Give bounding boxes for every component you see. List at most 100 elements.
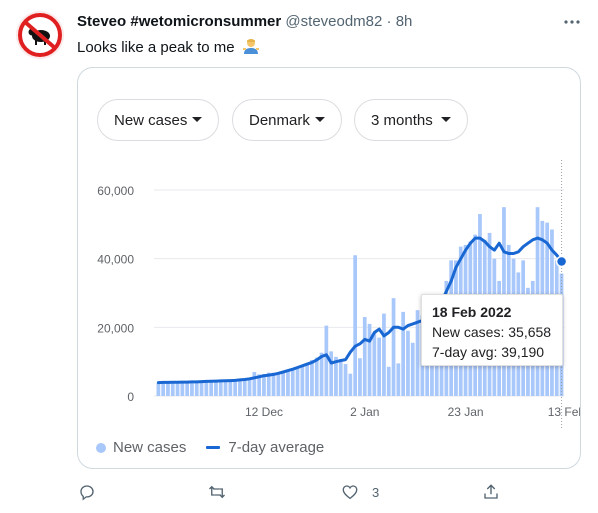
new-cases-bar	[266, 372, 271, 396]
new-cases-bar	[353, 255, 357, 396]
new-cases-bar	[238, 378, 242, 396]
new-cases-bar	[218, 380, 223, 396]
new-cases-bar	[338, 358, 343, 396]
new-cases-bar	[324, 325, 329, 396]
new-cases-bar	[305, 364, 309, 396]
x-tick-label: 12 Dec	[245, 405, 283, 419]
new-cases-bar	[175, 382, 180, 396]
tweet-actions: 3	[0, 480, 598, 504]
range-dropdown[interactable]: 3 months	[354, 99, 468, 141]
new-cases-bar	[396, 363, 401, 396]
region-dropdown[interactable]: Denmark	[232, 99, 342, 141]
legend-bars-label: New cases	[113, 439, 187, 456]
tweet-body: Looks like a peak to me	[77, 39, 235, 56]
separator-dot: ·	[386, 13, 392, 30]
author-handle[interactable]: @steveodm82	[285, 13, 383, 30]
new-cases-bar	[271, 372, 276, 396]
chart-tooltip: 18 Feb 2022 New cases: 35,658 7-day avg:…	[421, 294, 563, 366]
new-cases-bar	[401, 311, 405, 396]
y-tick-label: 60,000	[97, 184, 134, 198]
legend-bar-swatch	[96, 442, 106, 453]
new-cases-bar	[310, 359, 314, 396]
new-cases-bar	[406, 330, 410, 396]
tooltip-date: 18 Feb 2022	[432, 304, 512, 320]
new-cases-bar	[156, 382, 161, 396]
person-shrugging-emoji	[242, 37, 260, 59]
y-tick-label: 0	[127, 390, 134, 404]
reply-button[interactable]	[78, 480, 96, 504]
new-cases-bar	[214, 381, 218, 396]
new-cases-bar	[281, 371, 285, 396]
cases-chart[interactable]: 0 20,000 40,000 60,000 12 Dec 2 Jan 23 Jan 13 F…	[78, 68, 580, 428]
new-cases-bar	[286, 369, 290, 396]
new-cases-bar	[362, 317, 367, 396]
new-cases-bar	[386, 366, 391, 396]
new-cases-bar	[190, 381, 194, 396]
new-cases-bar	[410, 342, 415, 396]
new-cases-bar	[257, 374, 261, 396]
new-cases-bar	[276, 373, 281, 396]
like-button[interactable]: 3	[341, 480, 379, 504]
new-cases-bar	[161, 382, 165, 396]
new-cases-bar	[185, 382, 189, 396]
new-cases-bar	[204, 381, 209, 396]
new-cases-bar	[319, 352, 324, 396]
author-name[interactable]: Steveo #wetomicronsummer	[77, 13, 282, 30]
retweet-icon	[209, 485, 225, 499]
new-cases-bar	[415, 310, 420, 396]
y-tick-label: 40,000	[97, 253, 134, 267]
tweet-time[interactable]: 8h	[395, 13, 413, 30]
new-cases-bar	[367, 323, 372, 396]
new-cases-bar	[247, 378, 252, 396]
more-options-icon[interactable]	[560, 12, 584, 32]
share-button[interactable]	[482, 480, 500, 504]
chevron-down-icon	[192, 117, 202, 122]
x-tick-label: 23 Jan	[448, 405, 484, 419]
new-cases-bar	[228, 379, 233, 396]
share-icon	[484, 484, 498, 499]
x-tick-label: 13 Feb	[548, 405, 580, 419]
chevron-down-icon	[441, 117, 451, 122]
highlighted-point	[555, 255, 568, 268]
new-cases-bar	[209, 380, 213, 396]
new-cases-bar	[329, 351, 333, 396]
new-cases-bar	[348, 373, 353, 396]
new-cases-bar	[358, 358, 362, 396]
seven-day-average-line	[156, 236, 564, 385]
new-cases-bar	[242, 379, 247, 396]
new-cases-bar	[199, 381, 204, 396]
metric-dropdown-label: New cases	[114, 111, 188, 129]
new-cases-bar	[314, 357, 319, 396]
chart-card[interactable]: New cases Denmark 3 months 0 20,000 40,000…	[77, 67, 581, 469]
new-cases-bar	[262, 374, 266, 396]
new-cases-bar	[372, 332, 377, 396]
chevron-down-icon	[315, 117, 325, 122]
like-count: 3	[372, 484, 380, 500]
retweet-button[interactable]	[207, 480, 227, 504]
x-tick-label: 2 Jan	[350, 405, 379, 419]
range-dropdown-label: 3 months	[371, 111, 433, 129]
new-cases-bar	[194, 381, 199, 396]
new-cases-bar	[391, 298, 396, 396]
new-cases-bar	[233, 379, 237, 396]
legend-line-swatch	[206, 446, 221, 449]
new-cases-bar	[377, 337, 381, 396]
tweet-text: Looks like a peak to me	[77, 37, 260, 59]
new-cases-bar	[382, 313, 386, 396]
new-cases-bar	[180, 382, 185, 396]
avatar[interactable]	[16, 11, 64, 59]
region-dropdown-label: Denmark	[249, 111, 310, 129]
new-cases-bar	[170, 382, 175, 396]
tweet-header: Steveo #wetomicronsummer @steveodm82 · 8…	[77, 13, 412, 30]
tooltip-new-cases: New cases: 35,658	[432, 324, 552, 340]
new-cases-bar	[252, 371, 257, 396]
no-smoking-style-prohibition-icon	[18, 13, 62, 57]
new-cases-bar	[343, 364, 348, 396]
new-cases-bar	[223, 380, 228, 396]
y-tick-label: 20,000	[97, 321, 134, 335]
new-cases-bar	[166, 382, 170, 396]
metric-dropdown[interactable]: New cases	[97, 99, 219, 141]
new-cases-bar	[295, 367, 300, 396]
chart-legend: New cases 7-day average	[96, 439, 324, 456]
new-cases-bar	[334, 356, 338, 396]
